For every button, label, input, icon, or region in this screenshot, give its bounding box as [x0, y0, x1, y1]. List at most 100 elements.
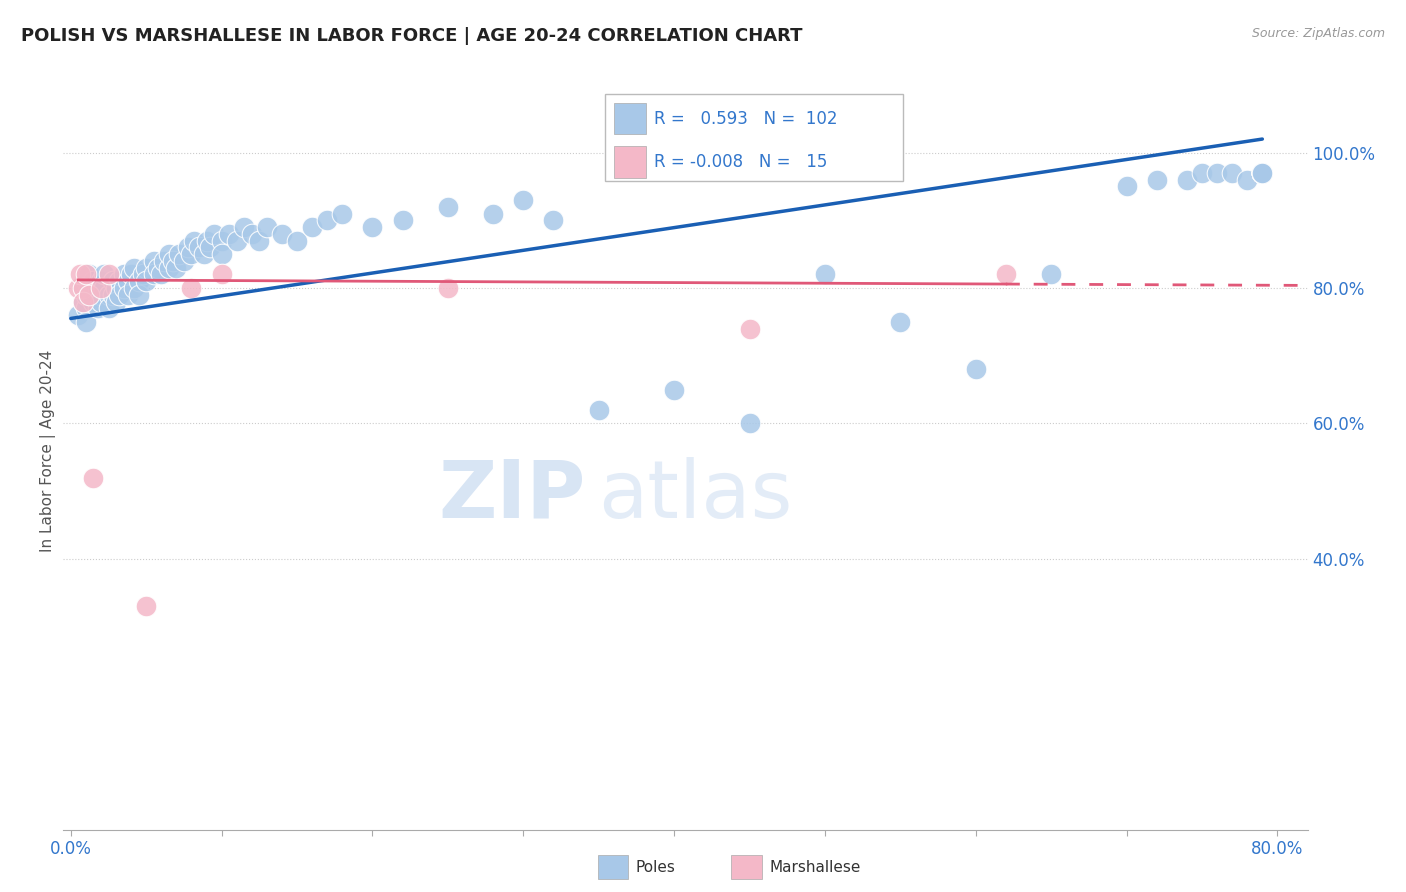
Point	[1175, 172, 1198, 186]
Point	[132, 268, 155, 282]
Point	[82, 287, 104, 301]
Point	[82, 274, 104, 288]
Point	[122, 281, 145, 295]
Point	[225, 234, 247, 248]
Text: POLISH VS MARSHALLESE IN LABOR FORCE | AGE 20-24 CORRELATION CHART: POLISH VS MARSHALLESE IN LABOR FORCE | A…	[21, 27, 803, 45]
Text: R =   0.593   N =  102: R = 0.593 N = 102	[654, 110, 838, 128]
Point	[512, 193, 534, 207]
Point	[1251, 166, 1274, 180]
Point	[108, 274, 131, 288]
Point	[177, 240, 200, 254]
Point	[1251, 166, 1274, 180]
Point	[965, 362, 987, 376]
Point	[67, 308, 90, 322]
Point	[77, 268, 100, 282]
Text: Poles: Poles	[636, 860, 675, 874]
Point	[211, 247, 233, 261]
Point	[437, 281, 460, 295]
Point	[112, 268, 135, 282]
Point	[1251, 166, 1274, 180]
Point	[180, 281, 202, 295]
Point	[77, 281, 100, 295]
Point	[195, 234, 218, 248]
Point	[1251, 166, 1274, 180]
Point	[69, 268, 91, 282]
Point	[285, 234, 308, 248]
Point	[188, 240, 211, 254]
Point	[75, 268, 97, 282]
Point	[1251, 166, 1274, 180]
Point	[330, 206, 353, 220]
Point	[72, 281, 94, 295]
Point	[180, 247, 202, 261]
Point	[814, 268, 837, 282]
Point	[75, 274, 97, 288]
Point	[218, 227, 240, 241]
Point	[75, 287, 97, 301]
Point	[135, 260, 157, 275]
Point	[90, 274, 112, 288]
Point	[122, 260, 145, 275]
Point	[1251, 166, 1274, 180]
Point	[108, 287, 131, 301]
Point	[738, 321, 761, 335]
FancyBboxPatch shape	[605, 95, 903, 181]
Point	[1236, 172, 1258, 186]
Point	[1206, 166, 1229, 180]
Point	[97, 287, 120, 301]
Point	[240, 227, 263, 241]
Point	[120, 268, 142, 282]
Point	[135, 274, 157, 288]
Point	[482, 206, 505, 220]
Point	[117, 287, 139, 301]
Point	[588, 402, 610, 417]
Point	[198, 240, 221, 254]
Point	[1191, 166, 1213, 180]
Point	[157, 260, 180, 275]
Point	[157, 247, 180, 261]
Point	[1251, 166, 1274, 180]
Point	[1220, 166, 1243, 180]
Point	[135, 599, 157, 614]
Point	[1146, 172, 1168, 186]
Point	[75, 301, 97, 316]
Point	[90, 287, 112, 301]
Point	[994, 268, 1017, 282]
Point	[128, 287, 150, 301]
Point	[97, 301, 120, 316]
Point	[97, 268, 120, 282]
Point	[1115, 179, 1137, 194]
Point	[93, 268, 115, 282]
Point	[75, 315, 97, 329]
Point	[202, 227, 225, 241]
Point	[101, 274, 124, 288]
Point	[117, 274, 139, 288]
Point	[662, 383, 685, 397]
Point	[112, 281, 135, 295]
Point	[148, 260, 170, 275]
Text: Marshallese: Marshallese	[769, 860, 860, 874]
Point	[316, 213, 339, 227]
Text: Source: ZipAtlas.com: Source: ZipAtlas.com	[1251, 27, 1385, 40]
Point	[256, 220, 278, 235]
Point	[142, 254, 165, 268]
Point	[247, 234, 270, 248]
Point	[889, 315, 911, 329]
Point	[93, 281, 115, 295]
Text: ZIP: ZIP	[439, 457, 586, 535]
Point	[162, 254, 184, 268]
Point	[67, 281, 90, 295]
Point	[301, 220, 323, 235]
Point	[105, 281, 128, 295]
Point	[77, 287, 100, 301]
Point	[271, 227, 294, 241]
Point	[361, 220, 384, 235]
Point	[391, 213, 413, 227]
Point	[72, 294, 94, 309]
Point	[90, 281, 112, 295]
Point	[72, 294, 94, 309]
Point	[142, 268, 165, 282]
Point	[153, 254, 176, 268]
Point	[105, 294, 128, 309]
Point	[150, 268, 173, 282]
